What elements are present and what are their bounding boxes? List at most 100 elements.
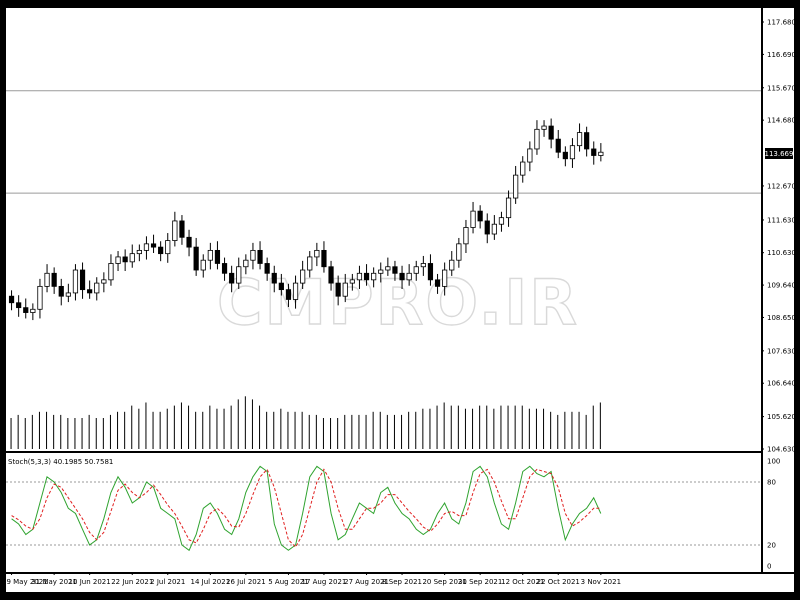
current-price-tag: 113.669 xyxy=(765,148,794,159)
candle-body xyxy=(79,269,86,291)
candle-body xyxy=(129,253,135,263)
candle-body xyxy=(349,279,355,284)
candle-body xyxy=(250,249,256,261)
candle-body xyxy=(30,308,36,313)
candle-body xyxy=(271,272,277,284)
time-tick-label: 31 May 2021 xyxy=(31,578,77,586)
time-tick-label: 5 Aug 2021 xyxy=(268,578,308,586)
candle-body xyxy=(179,220,185,238)
time-tick-label: 12 Oct 2021 xyxy=(501,578,544,586)
candle-body xyxy=(143,243,150,251)
candle-body xyxy=(122,256,128,263)
volume-bars xyxy=(10,396,601,449)
candle-body xyxy=(314,249,320,258)
candle-body xyxy=(513,174,519,199)
candle-body xyxy=(498,217,505,225)
candlesticks xyxy=(8,118,604,321)
candle-body xyxy=(463,227,469,245)
candle-body xyxy=(23,307,29,313)
candle-body xyxy=(101,279,107,284)
candle-body xyxy=(243,259,249,268)
price-axis: 117.680 116.690 115.670 114.680 112.670 111.6… xyxy=(761,19,796,454)
candle-body xyxy=(406,272,412,281)
time-tick-label: 20 Sep 2021 xyxy=(422,578,466,586)
time-tick-label: 14 Jul 2021 xyxy=(191,578,231,586)
candle-body xyxy=(378,269,384,274)
candle-body xyxy=(292,282,299,300)
indicator-panel xyxy=(6,453,761,572)
candle-body xyxy=(363,272,370,281)
candle-body xyxy=(136,249,142,255)
watermark: CMPRO.IR xyxy=(217,266,579,339)
time-tick-label: 8 Sep 2021 xyxy=(382,578,422,586)
current-price-label: 113.669 xyxy=(765,150,794,158)
price-tick-label: 115.670 xyxy=(767,84,796,92)
candle-body xyxy=(221,263,228,274)
candle-body xyxy=(420,263,426,268)
candle-body xyxy=(442,269,448,287)
candle-body xyxy=(65,292,71,297)
candle-body xyxy=(541,125,547,130)
stochastic-tick-label: 100 xyxy=(767,458,780,466)
candle-body xyxy=(207,249,213,261)
candle-body xyxy=(342,282,348,297)
candle-body xyxy=(477,210,483,222)
candle-body xyxy=(72,269,79,294)
time-tick-label: 17 Aug 2021 xyxy=(302,578,347,586)
candle-body xyxy=(264,263,270,274)
time-axis-background xyxy=(6,574,794,592)
candle-body xyxy=(58,285,64,297)
candle-body xyxy=(392,266,398,274)
price-tick-label: 106.640 xyxy=(767,380,796,388)
candle-body xyxy=(300,269,306,284)
candle-body xyxy=(257,249,263,264)
candle-body xyxy=(569,145,576,160)
stochastic-main-line xyxy=(11,465,602,552)
candle-body xyxy=(108,263,114,281)
price-panel xyxy=(6,8,761,451)
candle-body xyxy=(576,132,583,147)
stochastic-tick-label: 0 xyxy=(767,563,771,571)
time-tick-label: 19 May 2021 xyxy=(2,578,48,586)
stochastic-tick-label: 80 xyxy=(767,479,776,487)
stochastic-signal-line xyxy=(11,468,601,548)
candle-body xyxy=(456,243,462,261)
stochastic-tick-label: 20 xyxy=(767,542,776,550)
price-tick-label: 104.630 xyxy=(767,446,796,454)
candle-body xyxy=(115,256,121,264)
current-price-tag-bg xyxy=(765,148,793,159)
candle-body xyxy=(229,272,235,284)
candle-body xyxy=(385,266,391,271)
candle-body xyxy=(356,272,363,281)
candle-body xyxy=(165,240,171,255)
price-tick-label: 109.640 xyxy=(767,282,796,290)
candle-body xyxy=(150,243,157,248)
candle-body xyxy=(193,246,199,271)
time-tick-label: 22 Oct 2021 xyxy=(537,578,580,586)
candle-body xyxy=(520,161,526,176)
candle-body xyxy=(399,272,405,281)
price-tick-label: 117.680 xyxy=(767,19,796,27)
candle-body xyxy=(16,302,22,309)
candle-body xyxy=(186,236,192,248)
time-tick-label: 2 Jul 2021 xyxy=(150,578,185,586)
candle-body xyxy=(307,256,313,271)
candle-body xyxy=(335,282,341,297)
candle-body xyxy=(236,266,242,284)
stochastic-levels xyxy=(6,481,761,546)
candle-body xyxy=(449,259,455,271)
candle-body xyxy=(413,266,419,274)
candle-body xyxy=(548,125,554,140)
candle-body xyxy=(51,272,57,287)
price-axis-background xyxy=(763,8,794,572)
candle-body xyxy=(278,282,284,291)
time-tick-label: 3 Nov 2021 xyxy=(581,578,621,586)
price-tick-label: 107.630 xyxy=(767,347,796,355)
candle-body xyxy=(8,295,15,304)
candle-body xyxy=(591,148,597,156)
price-tick-label: 110.630 xyxy=(767,249,796,257)
horizontal-levels xyxy=(6,90,761,194)
price-tick-label: 114.680 xyxy=(767,117,796,125)
